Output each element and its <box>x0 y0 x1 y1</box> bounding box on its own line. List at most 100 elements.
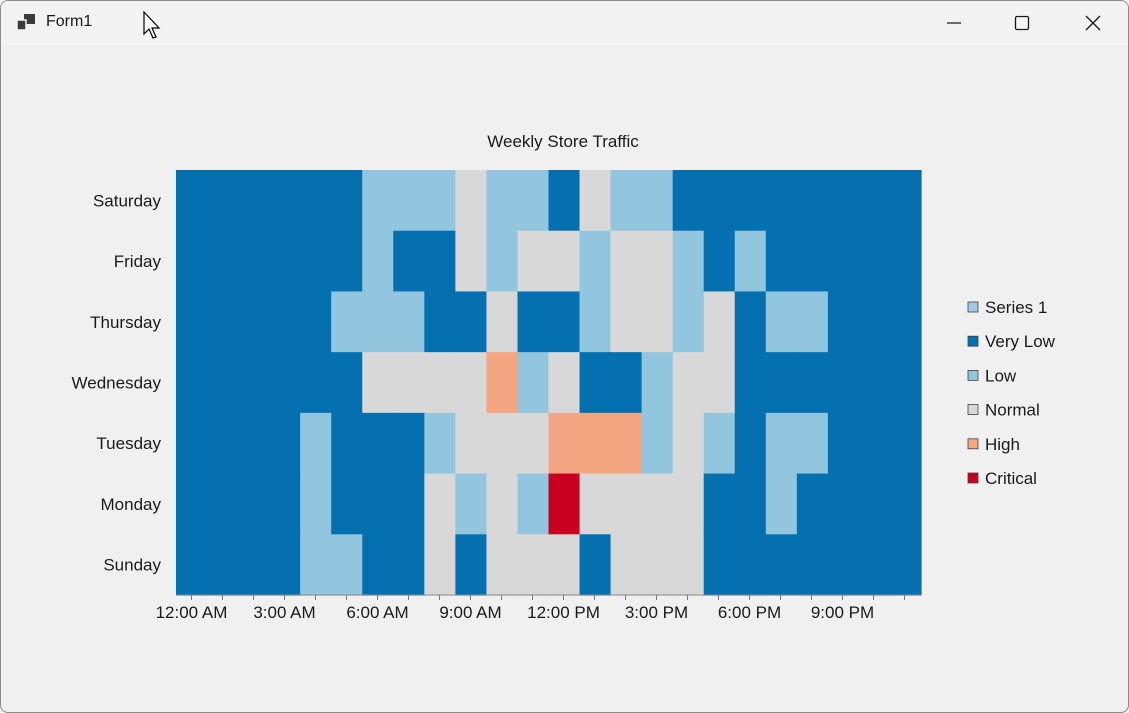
heatmap-cell <box>734 291 767 353</box>
heatmap-cell <box>796 473 829 535</box>
heatmap-cell <box>858 291 891 353</box>
legend-label: Low <box>985 366 1017 385</box>
heatmap-cell <box>424 230 456 293</box>
heatmap-cell <box>300 412 332 475</box>
heatmap-cell <box>796 291 829 353</box>
legend-swatch <box>967 369 979 381</box>
heatmap-cell <box>672 473 705 535</box>
close-button[interactable] <box>1070 1 1116 45</box>
minimize-icon <box>947 22 961 24</box>
heatmap-cell <box>207 291 239 353</box>
heatmap-cell <box>424 170 456 232</box>
heatmap-cell <box>362 412 394 475</box>
y-tick-label: Wednesday <box>72 374 162 393</box>
heatmap-cell <box>672 170 705 232</box>
heatmap-cell <box>672 352 705 414</box>
heatmap-cell <box>889 170 922 232</box>
legend-swatch <box>967 404 979 416</box>
heatmap-cell <box>517 230 550 293</box>
heatmap-cell <box>300 534 332 596</box>
heatmap-cell <box>176 473 208 535</box>
x-tick-label: 12:00 AM <box>156 603 228 622</box>
heatmap-cell <box>269 473 301 535</box>
heatmap-cell <box>827 534 860 596</box>
heatmap-cell <box>827 412 860 475</box>
heatmap-cell <box>827 352 860 414</box>
heatmap-cell <box>238 352 270 414</box>
y-tick-label: Monday <box>101 495 162 514</box>
legend-swatch <box>967 301 979 313</box>
heatmap-cell <box>889 352 922 414</box>
heatmap-cell <box>827 170 860 232</box>
app-form-icon <box>17 14 35 30</box>
heatmap-cell <box>486 291 519 353</box>
heatmap-cell <box>765 170 798 232</box>
heatmap-cell <box>269 170 301 232</box>
heatmap-cell <box>579 352 612 414</box>
heatmap-cell <box>734 170 767 232</box>
y-axis: Saturday Friday Thursday Wednesday Tuesday Mo… <box>72 191 162 574</box>
heatmap-cell <box>610 412 643 475</box>
heatmap-cell <box>331 412 363 475</box>
heatmap-cell <box>703 230 736 293</box>
mouse-cursor-icon <box>143 11 161 39</box>
heatmap-cell <box>703 473 736 535</box>
heatmap-cell <box>548 170 581 232</box>
x-tick-label: 3:00 AM <box>253 603 315 622</box>
heatmap-cell <box>641 534 674 596</box>
maximize-button[interactable] <box>999 1 1045 45</box>
legend-label: Very Low <box>985 332 1056 351</box>
legend-swatch <box>967 438 979 450</box>
heatmap-cell <box>424 291 456 353</box>
legend-label: High <box>985 435 1020 454</box>
heatmap-chart: Weekly Store Traffic Saturday Friday Thurs… <box>72 132 1056 622</box>
heatmap-cell <box>424 473 456 535</box>
heatmap-cell <box>548 412 581 475</box>
heatmap-cell <box>796 230 829 293</box>
x-tick-label: 9:00 AM <box>439 603 501 622</box>
heatmap-cell <box>827 473 860 535</box>
legend-label: Series 1 <box>985 298 1047 317</box>
heatmap-cells <box>176 170 922 596</box>
heatmap-cell <box>889 412 922 475</box>
heatmap-cell <box>579 534 612 596</box>
heatmap-cell <box>300 230 332 293</box>
heatmap-cell <box>238 534 270 596</box>
title-bar[interactable]: Form1 <box>1 1 1128 45</box>
heatmap-cell <box>176 170 208 232</box>
heatmap-cell <box>362 473 394 535</box>
heatmap-cell <box>548 230 581 293</box>
heatmap-cell <box>765 473 798 535</box>
y-tick-label: Sunday <box>103 556 161 575</box>
heatmap-cell <box>331 170 363 232</box>
heatmap-cell <box>765 412 798 475</box>
heatmap-cell <box>517 291 550 353</box>
heatmap-cell <box>548 473 581 535</box>
window-title: Form1 <box>46 13 93 30</box>
heatmap-cell <box>889 291 922 353</box>
heatmap-cell <box>207 534 239 596</box>
legend-swatch <box>967 472 979 484</box>
heatmap-cell <box>579 230 612 293</box>
heatmap-cell <box>300 473 332 535</box>
close-icon <box>1085 15 1101 31</box>
heatmap-cell <box>548 352 581 414</box>
heatmap-cell <box>610 534 643 596</box>
heatmap-cell <box>393 412 425 475</box>
heatmap-cell <box>765 291 798 353</box>
heatmap-cell <box>796 412 829 475</box>
heatmap-cell <box>455 230 488 293</box>
legend-label: Normal <box>985 401 1040 420</box>
heatmap-cell <box>362 291 394 353</box>
x-tick-label: 3:00 PM <box>625 603 688 622</box>
heatmap-cell <box>238 170 270 232</box>
heatmap-cell <box>331 352 363 414</box>
heatmap-cell <box>610 352 643 414</box>
minimize-button[interactable] <box>931 1 977 45</box>
heatmap-cell <box>207 170 239 232</box>
heatmap-cell <box>734 352 767 414</box>
heatmap-cell <box>207 230 239 293</box>
heatmap-cell <box>300 352 332 414</box>
heatmap-cell <box>889 230 922 293</box>
